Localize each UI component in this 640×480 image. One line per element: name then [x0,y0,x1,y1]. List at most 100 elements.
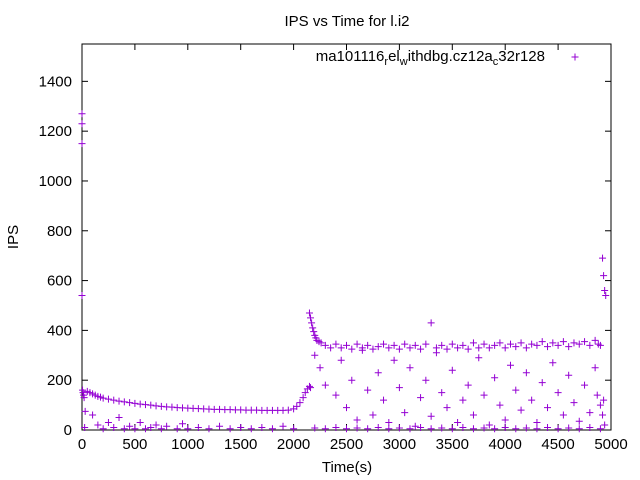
data-point [480,391,488,399]
data-point [501,344,509,352]
data-point [321,341,329,349]
data-point [454,344,462,352]
data-point [258,424,266,432]
data-point [307,314,315,322]
data-point [422,340,430,348]
data-point [390,341,398,349]
data-point [226,425,234,433]
data-point [316,364,324,372]
y-tick-label: 200 [47,372,72,389]
data-point [205,425,213,433]
data-point [459,341,467,349]
data-point [496,401,504,409]
data-point [268,425,276,433]
data-point [565,371,573,379]
legend-label-subscript: r [384,56,388,68]
data-point [406,425,414,433]
data-point [247,425,255,433]
data-point [417,424,425,432]
data-point [522,424,530,432]
data-point [406,344,414,352]
data-point [78,120,86,128]
data-point [448,425,456,433]
data-point [591,364,599,372]
data-point [601,287,609,295]
data-point [81,407,89,415]
data-point [528,396,536,404]
data-point [321,425,329,433]
legend-label-subscript: c [493,56,499,68]
data-point [385,344,393,352]
data-point [469,411,477,419]
data-point [464,381,472,389]
legend-label-part: ithdbg.cz12a [408,48,494,65]
data-point [459,424,467,432]
data-point [81,424,89,432]
x-tick-label: 3500 [436,436,469,453]
data-point [110,424,118,432]
data-point [596,425,604,433]
data-point [517,339,525,347]
data-point [401,409,409,417]
data-point [321,381,329,389]
data-point [406,364,414,372]
data-point [411,341,419,349]
data-point [395,345,403,353]
data-point [417,345,425,353]
data-point [353,416,361,424]
data-point [327,344,335,352]
data-point [332,424,340,432]
data-point [522,369,530,377]
data-point [147,401,155,409]
data-point [596,341,604,349]
data-point [596,401,604,409]
data-point [284,406,292,414]
data-point [528,340,536,348]
data-point [501,416,509,424]
data-point [157,425,165,433]
data-point [353,340,361,348]
data-point [310,328,318,336]
legend: ma101116relwithdbg.cz12ac32r128 [316,48,579,68]
x-tick-label: 1000 [171,436,204,453]
y-tick-label: 1200 [39,123,72,140]
data-point [115,397,123,405]
data-point [600,396,608,404]
data-point [512,343,520,351]
data-point [131,425,139,433]
data-point [448,366,456,374]
legend-label-part: el [388,48,400,65]
data-point [126,422,134,430]
data-point [395,424,403,432]
data-point [110,396,118,404]
data-point [554,425,562,433]
data-point [443,404,451,412]
data-point [570,399,578,407]
data-point [299,394,307,402]
y-tick-label: 600 [47,273,72,290]
y-tick-label: 800 [47,223,72,240]
data-point [586,409,594,417]
data-point [179,420,187,428]
data-point [533,341,541,349]
data-point [385,419,393,427]
data-point [491,374,499,382]
data-point [358,346,366,354]
data-point [601,421,609,429]
data-point [309,324,317,332]
data-point [126,399,134,407]
data-point [104,395,112,403]
data-point [99,394,107,402]
data-point [374,424,382,432]
legend-label-part: 32r128 [498,48,545,65]
legend-marker [571,53,579,61]
data-point [570,339,578,347]
data-point [475,354,483,362]
data-point [237,424,245,432]
data-point [544,343,552,351]
data-point [364,425,372,433]
data-point [554,341,562,349]
data-point [374,369,382,377]
data-point [448,340,456,348]
data-point [427,412,435,420]
